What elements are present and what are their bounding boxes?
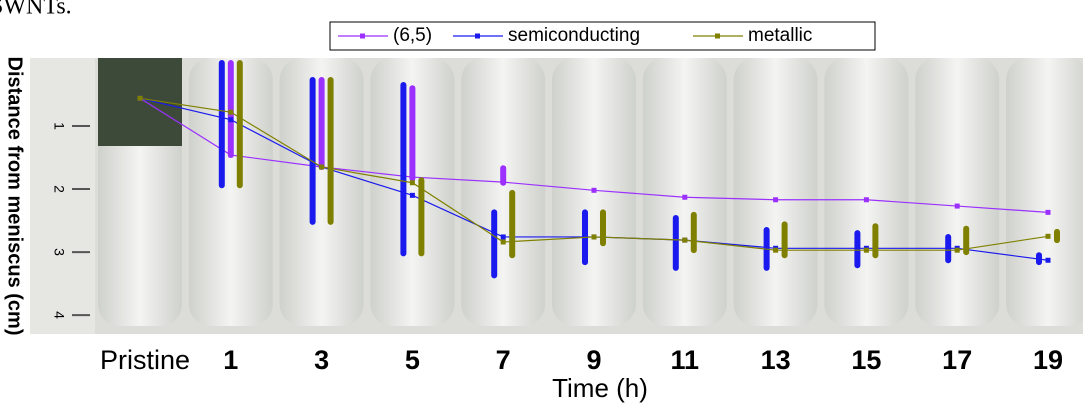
legend-marker <box>475 33 480 39</box>
point <box>228 117 234 123</box>
x-tick-label: 11 <box>671 345 700 375</box>
legend-box <box>329 21 876 51</box>
point <box>1045 257 1051 263</box>
point <box>228 109 234 115</box>
point <box>409 192 415 198</box>
point <box>954 247 960 253</box>
point <box>863 247 869 253</box>
x-tick-label: 15 <box>851 345 881 375</box>
point <box>500 179 506 185</box>
y-tick-label: 3 <box>51 248 67 256</box>
tube <box>642 58 727 326</box>
point <box>228 152 234 158</box>
point <box>682 194 688 200</box>
ruler <box>30 58 95 334</box>
x-tick-label: 5 <box>405 345 420 375</box>
point <box>773 197 779 203</box>
point <box>591 234 597 240</box>
y-tick-label: 4 <box>51 311 67 319</box>
x-axis-label: Time (h) <box>552 373 648 403</box>
caption-fragment: SWNTs. <box>0 0 72 20</box>
point <box>591 187 597 193</box>
x-tick-label: Pristine <box>100 345 190 375</box>
tubes <box>98 58 1083 326</box>
tube <box>915 58 1000 326</box>
x-tick-label: 9 <box>586 345 601 375</box>
legend-label: metallic <box>748 25 812 46</box>
point <box>319 164 325 170</box>
tube <box>733 58 818 326</box>
tube <box>1006 58 1083 326</box>
legend-label: (6,5) <box>393 25 432 46</box>
point <box>137 95 143 101</box>
point <box>500 239 506 245</box>
tube <box>461 58 546 326</box>
point <box>773 247 779 253</box>
sample-band <box>98 58 182 146</box>
x-tick-label: 13 <box>761 345 791 375</box>
legend-label: semiconducting <box>508 25 640 46</box>
legend-marker <box>360 33 365 39</box>
x-tick-label: 7 <box>496 345 511 375</box>
point <box>500 234 506 240</box>
x-tick-label: 19 <box>1033 345 1063 375</box>
point <box>409 174 415 180</box>
point <box>1045 233 1051 239</box>
legend-marker <box>715 33 720 39</box>
tube <box>279 58 364 326</box>
x-tick-label: 17 <box>942 345 972 375</box>
legend: (6,5) semiconducting metallic <box>338 25 812 46</box>
x-tick-label: 3 <box>314 345 329 375</box>
tube <box>370 58 455 326</box>
x-tick-label: 1 <box>223 345 238 375</box>
point <box>409 180 415 186</box>
y-tick-label: 1 <box>51 122 67 130</box>
point <box>954 203 960 209</box>
y-axis-label: Distance from meniscus (cm) <box>4 57 26 336</box>
point <box>682 237 688 243</box>
tube <box>824 58 909 326</box>
point <box>1045 209 1051 215</box>
y-tick-label: 2 <box>51 185 67 193</box>
point <box>863 197 869 203</box>
